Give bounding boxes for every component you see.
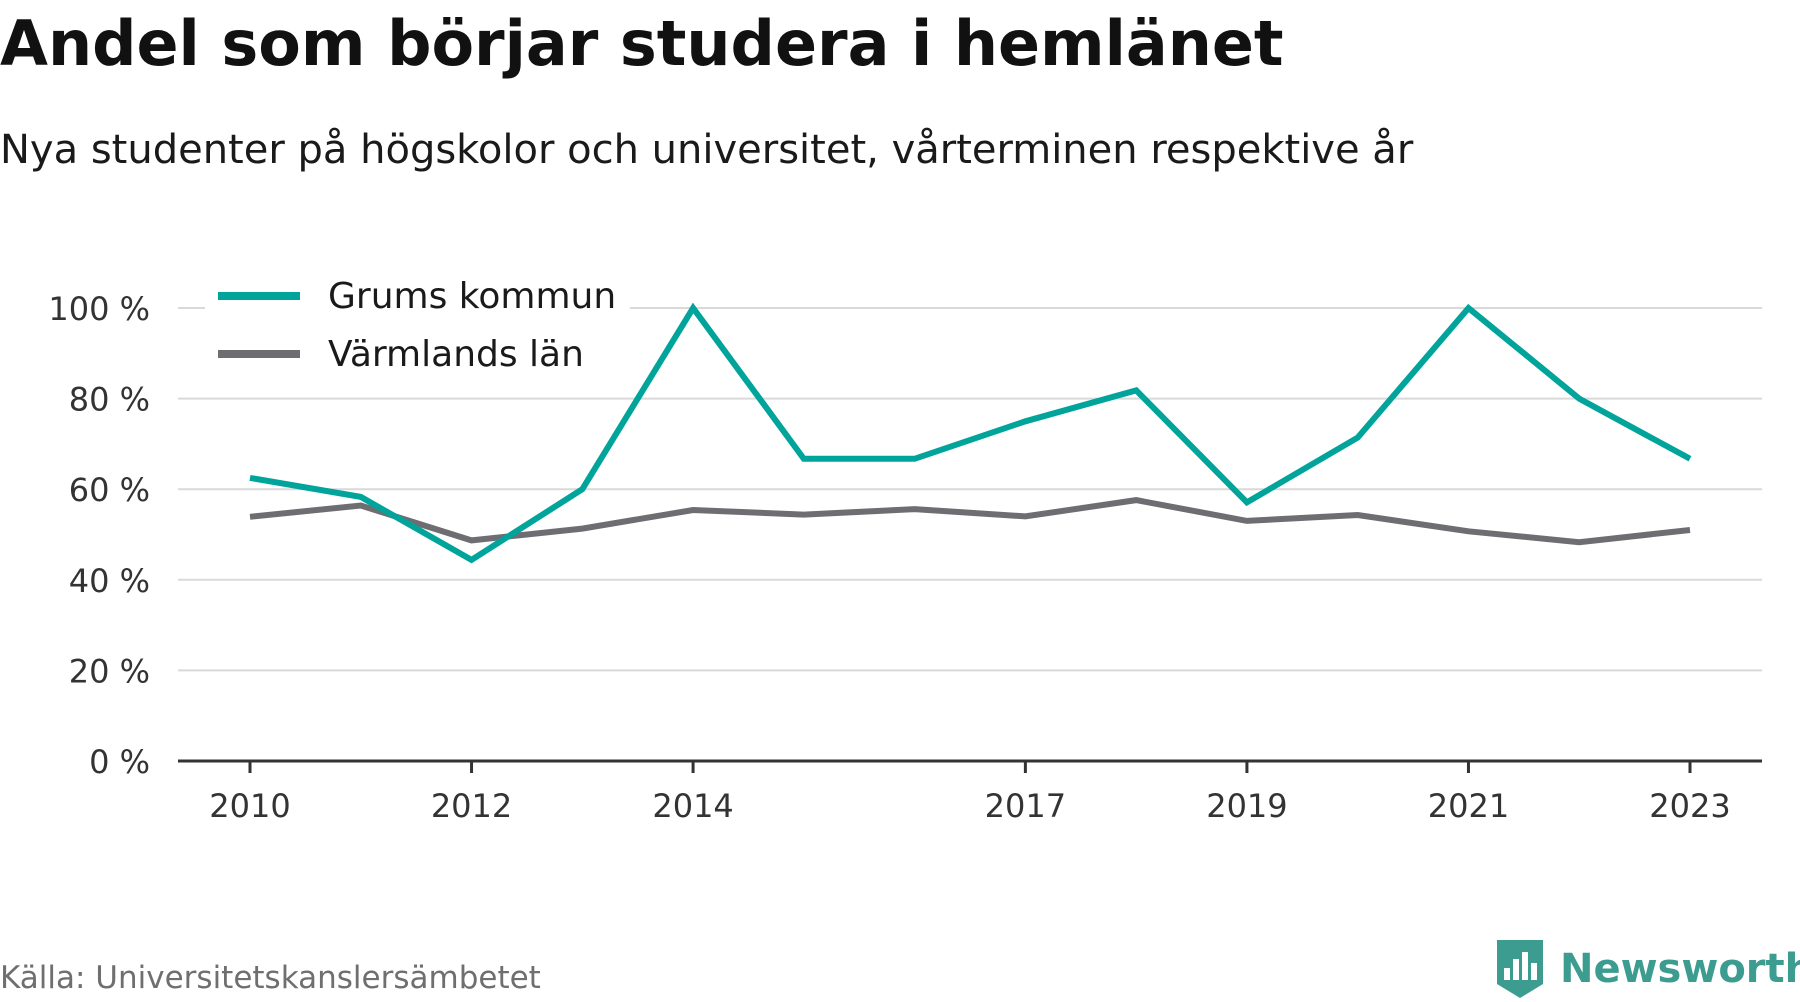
series-lines [249, 302, 1692, 564]
chart-subtitle: Nya studenter på högskolor och universit… [0, 127, 1414, 173]
x-tick-label: 2014 [652, 787, 733, 825]
legend: Grums kommun Värmlands län [205, 264, 630, 384]
legend-background [205, 264, 630, 384]
source-note: Källa: Universitetskanslersämbetet [0, 960, 541, 996]
y-tick-label: 20 % [69, 652, 150, 690]
series-line [249, 497, 1691, 546]
x-tick-label: 2023 [1649, 787, 1730, 825]
x-tick-label: 2012 [431, 787, 512, 825]
y-tick-label: 0 % [89, 743, 150, 781]
brand-name: Newsworthy [1560, 946, 1800, 992]
y-tick-label: 60 % [69, 471, 150, 509]
series-line [249, 302, 1692, 564]
brand-logo: Newsworthy [1494, 936, 1800, 1002]
legend-label: Grums kommun [328, 276, 616, 317]
x-tick-label: 2010 [209, 787, 290, 825]
x-tick-label: 2021 [1428, 787, 1509, 825]
x-tick-label: 2019 [1206, 787, 1287, 825]
y-tick-label: 100 % [48, 290, 150, 328]
y-tick-label: 80 % [69, 381, 150, 419]
x-axis: 2010 2012 2014 2017 2019 2021 2023 [178, 759, 1762, 825]
x-tick-label: 2017 [985, 787, 1066, 825]
y-tick-label: 40 % [69, 562, 150, 600]
y-axis-tick-labels: 0 % 20 % 40 % 60 % 80 % 100 % [48, 290, 150, 781]
bar-chart-shield-icon [1497, 940, 1543, 998]
legend-label: Värmlands län [328, 334, 584, 375]
chart-title: Andel som börjar studera i hemlänet [0, 7, 1284, 80]
